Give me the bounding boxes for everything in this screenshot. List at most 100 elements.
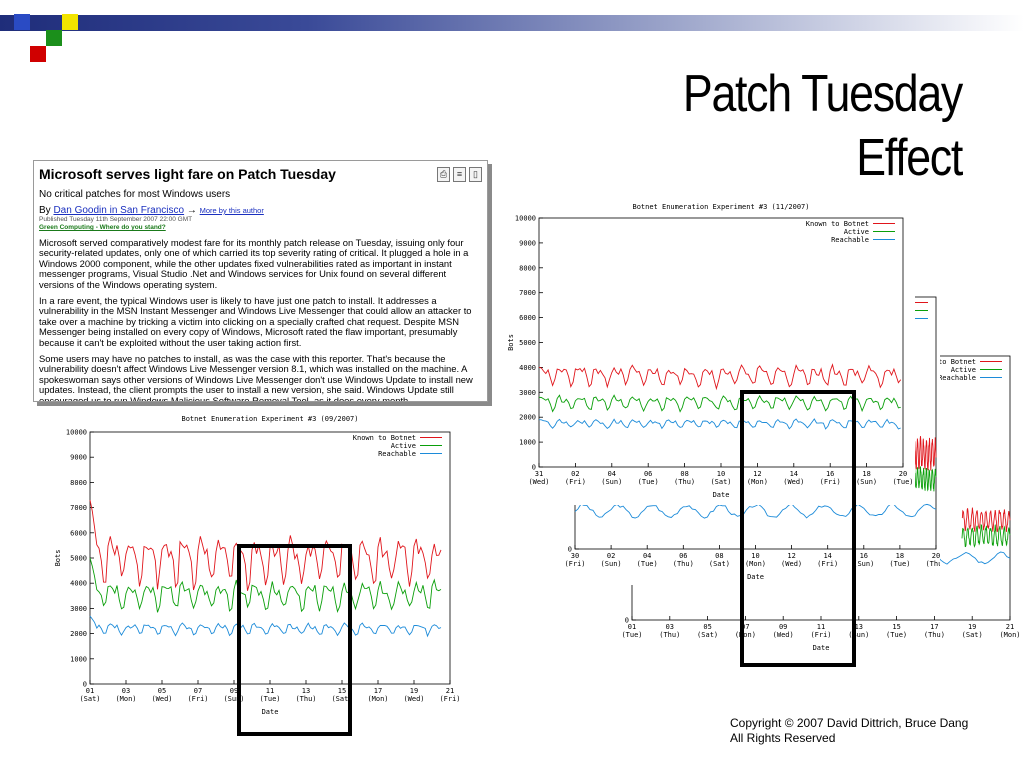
x-tick-label: 15 (338, 687, 346, 695)
x-tick-day-label: (Tue) (889, 560, 910, 568)
x-tick-day-label: (Sat) (79, 695, 100, 703)
y-tick-label: 2000 (519, 414, 536, 422)
chart-svg: Botnet Enumeration Experiment #3 (11/200… (505, 200, 915, 505)
x-tick-label: 06 (644, 470, 652, 478)
x-tick-label: 12 (753, 470, 761, 478)
x-tick-label: 13 (855, 623, 863, 631)
legend-label: Active (844, 228, 869, 236)
y-tick-label: 6000 (519, 314, 536, 322)
series-line-0 (89, 499, 442, 591)
y-tick-label: 4000 (519, 364, 536, 372)
legend-label: Active (951, 366, 976, 374)
x-tick-day-label: (Fri) (820, 478, 841, 486)
chart-title: Botnet Enumeration Experiment #3 (09/200… (181, 415, 358, 423)
article-tools: ⎙ ≡ ▯ (437, 166, 482, 182)
legend-label: Known to Botnet (353, 434, 416, 442)
x-tick-label: 02 (571, 470, 579, 478)
x-tick-day-label: (Fri) (817, 560, 838, 568)
x-tick-day-label: (Mon) (747, 478, 768, 486)
x-tick-label: 04 (643, 552, 651, 560)
series-line-1 (89, 557, 442, 613)
y-tick-label: 5000 (519, 339, 536, 347)
y-tick-label: 9000 (519, 239, 536, 247)
x-tick-label: 10 (717, 470, 725, 478)
x-tick-label: 16 (860, 552, 868, 560)
page-icon[interactable]: ▯ (469, 166, 482, 182)
legend-label: Known to Botnet (806, 220, 869, 228)
y-tick-label: 6000 (70, 529, 87, 537)
x-tick-label: 09 (779, 623, 787, 631)
x-tick-day-label: (Sat) (331, 695, 352, 703)
article-paragraph-1: Microsoft served comparatively modest fa… (39, 237, 469, 290)
x-tick-day-label: (Tue) (259, 695, 280, 703)
arrow-icon: → (186, 205, 197, 216)
more-by-author-link[interactable]: More by this author (199, 206, 264, 215)
x-tick-day-label: (Tue) (892, 478, 913, 486)
x-tick-label: 02 (607, 552, 615, 560)
chart-background (505, 200, 915, 505)
copyright-line-2: All Rights Reserved (730, 731, 836, 745)
author-link[interactable]: Dan Goodin in San Francisco (53, 205, 185, 216)
title-bar-gradient (0, 15, 1024, 31)
chart-svg: Botnet Enumeration Experiment #3 (09/200… (52, 412, 462, 720)
x-tick-day-label: (Sun) (856, 478, 877, 486)
article-byline: By Dan Goodin in San Francisco → More by… (39, 205, 482, 216)
chart-title: Botnet Enumeration Experiment #3 (11/200… (632, 203, 809, 211)
x-tick-label: 17 (374, 687, 382, 695)
slide-title: Patch Tuesday Effect (601, 62, 963, 190)
x-tick-label: 21 (1006, 623, 1014, 631)
x-tick-label: 18 (862, 470, 870, 478)
x-tick-label: 08 (680, 470, 688, 478)
y-tick-label: 7000 (519, 289, 536, 297)
x-axis-label: Date (813, 644, 830, 652)
series-line-1 (538, 394, 901, 413)
x-tick-day-label: (Sun) (848, 631, 869, 639)
section-link[interactable]: Green Computing - Where do you stand? (39, 224, 166, 231)
x-tick-day-label: (Sun) (223, 695, 244, 703)
x-axis-label: Date (262, 708, 279, 716)
green-square-icon (46, 30, 62, 46)
x-tick-label: 06 (679, 552, 687, 560)
x-tick-day-label: (Fri) (564, 560, 585, 568)
x-tick-day-label: (Fri) (565, 478, 586, 486)
news-article-screenshot: Microsoft serves light fare on Patch Tue… (33, 160, 488, 402)
y-tick-label: 0 (532, 464, 536, 472)
x-tick-day-label: (Thu) (673, 560, 694, 568)
x-tick-day-label: (Wed) (783, 478, 804, 486)
x-tick-day-label: (Thu) (924, 631, 945, 639)
x-tick-label: 05 (703, 623, 711, 631)
legend-label: Reachable (831, 236, 869, 244)
series-line-0 (538, 363, 902, 391)
x-axis-label: Date (713, 491, 730, 499)
x-tick-label: 07 (741, 623, 749, 631)
article-subhead: No critical patches for most Windows use… (39, 189, 231, 200)
x-tick-day-label: (Sat) (710, 478, 731, 486)
x-tick-label: 16 (826, 470, 834, 478)
byline-prefix: By (39, 205, 51, 216)
x-tick-day-label: (Wed) (781, 560, 802, 568)
x-tick-day-label: (Fri) (439, 695, 460, 703)
y-tick-label: 9000 (70, 454, 87, 462)
x-tick-label: 19 (968, 623, 976, 631)
chart-september-2007: Botnet Enumeration Experiment #3 (09/200… (52, 412, 462, 720)
x-tick-day-label: (Mon) (367, 695, 388, 703)
x-tick-label: 08 (715, 552, 723, 560)
y-axis-label: Bots (54, 550, 62, 567)
red-square-icon (30, 46, 46, 62)
document-icon[interactable]: ≡ (453, 166, 466, 182)
x-tick-day-label: (Tue) (621, 631, 642, 639)
legend-label: Reachable (378, 450, 416, 458)
chart-november-2007: Botnet Enumeration Experiment #3 (11/200… (505, 200, 915, 505)
x-tick-label: 04 (608, 470, 616, 478)
legend-label: Known to Botnet (913, 358, 976, 366)
x-tick-day-label: (Tue) (637, 560, 658, 568)
x-axis-label: Date (747, 573, 764, 581)
print-icon[interactable]: ⎙ (437, 166, 450, 182)
x-tick-label: 11 (817, 623, 825, 631)
y-tick-label: 1000 (70, 655, 87, 663)
x-tick-day-label: (Mon) (735, 631, 756, 639)
y-tick-label: 2000 (70, 630, 87, 638)
x-tick-label: 10 (751, 552, 759, 560)
x-tick-label: 30 (571, 552, 579, 560)
x-tick-day-label: (Wed) (773, 631, 794, 639)
